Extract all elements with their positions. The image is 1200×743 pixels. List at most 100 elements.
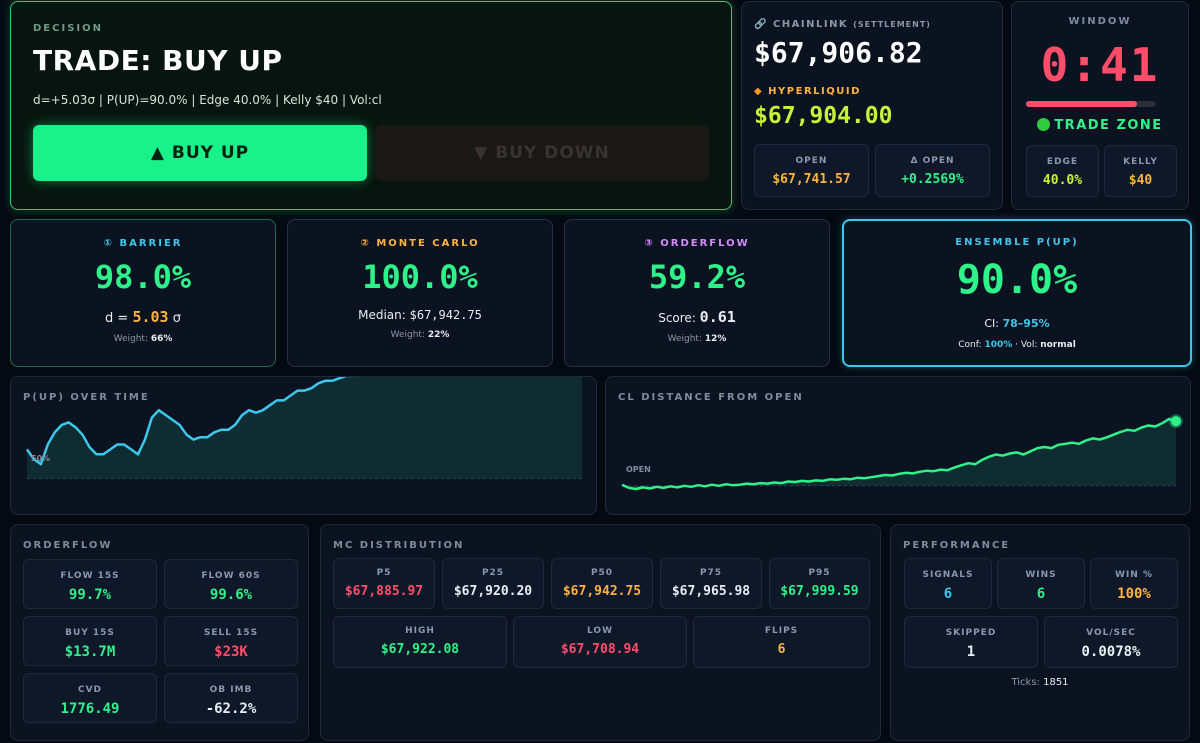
- hyperliquid-header: ◆ HYPERLIQUID: [754, 86, 861, 97]
- skipped-cell: SKIPPED 1: [904, 616, 1038, 668]
- flow-60s-cell: FLOW 60S 99.6%: [164, 559, 298, 609]
- score-label: Score:: [658, 311, 700, 325]
- diamond-icon: ◆: [754, 86, 769, 97]
- edge-cell: EDGE 40.0%: [1026, 145, 1099, 197]
- orderflow-value: 59.2%: [648, 258, 746, 296]
- mc-distribution-panel: MC DISTRIBUTION P5 $67,885.97 P25 $67,92…: [320, 524, 881, 741]
- p75-label: P75: [699, 568, 723, 578]
- sell-15s-label: SELL 15S: [203, 628, 259, 638]
- orderflow-score: Score: 0.61: [565, 308, 829, 326]
- performance-panel: PERFORMANCE SIGNALS 6 WINS 6 WIN % 100% …: [890, 524, 1190, 741]
- p5-cell: P5 $67,885.97: [333, 558, 435, 609]
- chainlink-sub: (SETTLEMENT): [853, 20, 931, 29]
- orderflow-panel-title: ORDERFLOW: [23, 540, 113, 551]
- ensemble-card: ENSEMBLE P(UP) 90.0% CI: 78–95% Conf: 10…: [842, 219, 1192, 367]
- mc-weight-prefix: Weight:: [390, 330, 428, 340]
- open-cell: OPEN $67,741.57: [754, 144, 869, 197]
- performance-title: PERFORMANCE: [903, 540, 1011, 551]
- low-label: LOW: [587, 626, 613, 636]
- p50-label: P50: [590, 568, 614, 578]
- barrier-weight-prefix: Weight:: [113, 334, 151, 344]
- cl-chart-panel: CL DISTANCE FROM OPEN OPEN: [605, 376, 1191, 515]
- series-area: [622, 419, 1176, 489]
- series-line: [621, 417, 1177, 491]
- ob-imb-value: -62.2%: [205, 701, 257, 717]
- chainlink-price: $67,906.82: [754, 36, 923, 69]
- cl-chart-title: CL DISTANCE FROM OPEN: [618, 392, 804, 403]
- buy-up-button[interactable]: ▲ BUY UP: [33, 125, 367, 181]
- win-pct-value: 100%: [1117, 586, 1151, 602]
- green-dot-icon: [1037, 118, 1051, 131]
- p5-label: P5: [376, 568, 392, 578]
- window-timer: 0:41: [1040, 38, 1160, 92]
- median-label: Median:: [358, 308, 410, 322]
- win-pct-cell: WIN % 100%: [1090, 558, 1178, 609]
- buy-down-button[interactable]: ▼ BUY DOWN: [375, 125, 709, 181]
- median-value: $67,942.75: [409, 308, 482, 322]
- ci-label: CI:: [984, 317, 1003, 330]
- mc-distribution-title: MC DISTRIBUTION: [333, 540, 465, 551]
- vol-value: normal: [1040, 340, 1076, 350]
- ensemble-value: 90.0%: [956, 257, 1078, 303]
- barrier-d-value: 5.03: [132, 308, 169, 326]
- flips-label: FLIPS: [764, 626, 799, 636]
- flow-15s-value: 99.7%: [68, 587, 112, 603]
- wins-value: 6: [1036, 586, 1046, 602]
- barrier-title: ① BARRIER: [103, 238, 183, 249]
- prices-panel: 🔗 CHAINLINK (SETTLEMENT) $67,906.82 ◆ HY…: [741, 1, 1003, 210]
- barrier-d-suffix: σ: [168, 311, 181, 326]
- flips-cell: FLIPS 6: [693, 616, 870, 668]
- barrier-value: 98.0%: [94, 258, 192, 296]
- delta-open-label: Δ OPEN: [910, 156, 955, 166]
- barrier-weight-value: 66%: [150, 334, 173, 344]
- kelly-cell: KELLY $40: [1104, 145, 1177, 197]
- ensemble-ci: CI: 78–95%: [844, 317, 1190, 330]
- wins-cell: WINS 6: [997, 558, 1085, 609]
- vol-sec-cell: VOL/SEC 0.0078%: [1044, 616, 1178, 668]
- pup-chart-title: P(UP) OVER TIME: [23, 392, 150, 403]
- signals-label: SIGNALS: [922, 570, 974, 580]
- vol-sec-value: 0.0078%: [1081, 644, 1141, 660]
- barrier-d-prefix: d =: [105, 311, 133, 326]
- pup-ref-label: 50%: [31, 454, 51, 463]
- flow-15s-cell: FLOW 15S 99.7%: [23, 559, 157, 609]
- window-label: WINDOW: [1068, 16, 1132, 27]
- p50-cell: P50 $67,942.75: [551, 558, 653, 609]
- conf-label: Conf:: [958, 340, 985, 350]
- edge-label: EDGE: [1046, 157, 1079, 167]
- open-value: $67,741.57: [772, 172, 851, 187]
- delta-open-cell: Δ OPEN +0.2569%: [875, 144, 990, 197]
- low-cell: LOW $67,708.94: [513, 616, 687, 668]
- last-point-marker: [1169, 414, 1183, 429]
- cl-chart: [621, 414, 1183, 491]
- sell-15s-cell: SELL 15S $23K: [164, 616, 298, 666]
- conf-value: 100%: [984, 340, 1013, 350]
- p95-label: P95: [808, 568, 831, 578]
- p95-cell: P95 $67,999.59: [769, 558, 870, 609]
- p25-cell: P25 $67,920.20: [442, 558, 544, 609]
- decision-label: DECISION: [33, 23, 103, 34]
- p5-value: $67,885.97: [344, 584, 424, 599]
- low-value: $67,708.94: [560, 642, 640, 657]
- trade-zone-label: TRADE ZONE: [1054, 118, 1163, 133]
- of-weight-prefix: Weight:: [667, 334, 705, 344]
- ob-imb-cell: OB IMB -62.2%: [164, 673, 298, 723]
- flips-value: 6: [777, 642, 786, 657]
- buy-15s-cell: BUY 15S $13.7M: [23, 616, 157, 666]
- decision-title: TRADE: BUY UP: [33, 44, 283, 77]
- signals-cell: SIGNALS 6: [904, 558, 992, 609]
- barrier-weight: Weight: 66%: [11, 334, 275, 344]
- monte-carlo-card: ② MONTE CARLO 100.0% Median: $67,942.75 …: [287, 219, 553, 367]
- kelly-label: KELLY: [1123, 157, 1158, 167]
- orderflow-weight: Weight: 12%: [565, 334, 829, 344]
- window-progress-track: [1026, 101, 1156, 107]
- p50-value: $67,942.75: [562, 584, 642, 599]
- decision-panel: DECISION TRADE: BUY UP d=+5.03σ | P(UP)=…: [10, 1, 732, 210]
- hyperliquid-label: HYPERLIQUID: [768, 86, 861, 97]
- high-cell: HIGH $67,922.08: [333, 616, 507, 668]
- p25-value: $67,920.20: [453, 584, 533, 599]
- flow-60s-value: 99.6%: [209, 587, 253, 603]
- pup-chart-panel: P(UP) OVER TIME 50%: [10, 376, 597, 515]
- barrier-d: d = 5.03 σ: [11, 308, 275, 326]
- cvd-cell: CVD 1776.49: [23, 673, 157, 723]
